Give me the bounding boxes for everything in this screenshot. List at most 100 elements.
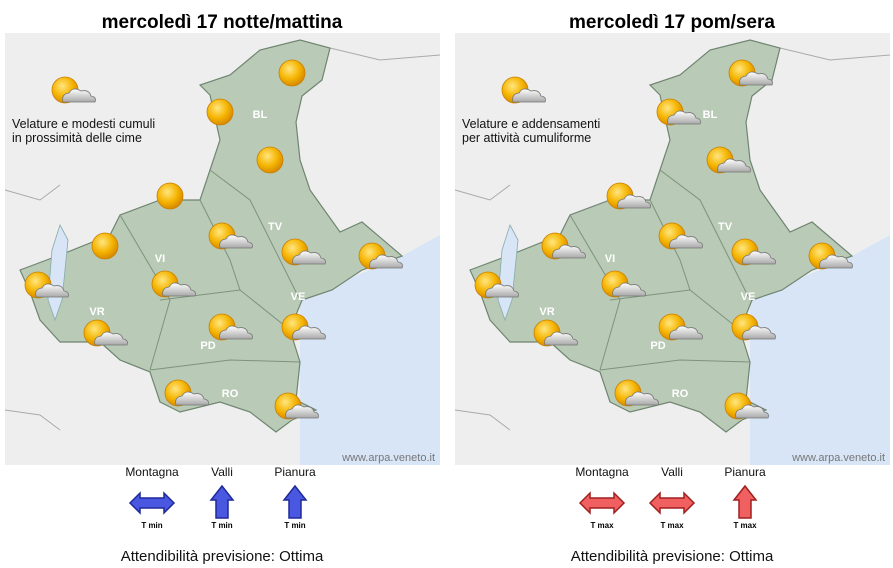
cloud <box>292 325 326 340</box>
sun <box>206 98 234 126</box>
weather-icon <box>208 313 253 341</box>
province-label: PD <box>650 340 665 352</box>
trend-arrow <box>128 491 176 515</box>
trend-label: T min <box>284 521 305 530</box>
province-label: PD <box>200 340 215 352</box>
trend-arrow <box>209 484 235 519</box>
weather-icon <box>658 222 703 250</box>
cloud <box>617 194 651 209</box>
cloud <box>162 282 196 297</box>
credit: www.arpa.veneto.it <box>791 452 885 464</box>
sun <box>256 146 284 174</box>
weather-icon <box>533 319 578 347</box>
cloud <box>742 325 776 340</box>
weather-icon <box>24 271 69 299</box>
cloud <box>512 88 546 103</box>
cloud <box>742 250 776 265</box>
trend-label: T max <box>733 521 757 530</box>
zone-label: Pianura <box>724 465 766 479</box>
province-label: RO <box>222 388 239 400</box>
weather-icon <box>614 379 659 407</box>
weather-icon <box>601 270 646 298</box>
forecast-panel: mercoledì 17 notte/mattina Velature e mod… <box>4 12 441 565</box>
weather-icon <box>274 392 319 420</box>
trend-arrow <box>578 491 626 515</box>
weather-icon <box>731 313 776 341</box>
zone-label: Pianura <box>274 465 316 479</box>
province-border <box>209 169 301 301</box>
trend-label: T min <box>211 521 232 530</box>
province-border <box>599 359 751 371</box>
reliability: Attendibilità previsione: Ottima <box>571 548 774 565</box>
province-border <box>569 214 621 371</box>
weather-icon <box>83 319 128 347</box>
cloud <box>735 404 769 419</box>
province-label: VR <box>89 306 104 318</box>
country-border <box>4 47 441 431</box>
weather-icon <box>358 242 403 270</box>
weather-icon <box>606 182 651 210</box>
province-label: VR <box>539 306 554 318</box>
reliability: Attendibilità previsione: Ottima <box>121 548 324 565</box>
cloud <box>669 234 703 249</box>
cloud <box>62 88 96 103</box>
province-label: TV <box>718 221 733 233</box>
sea <box>300 235 440 465</box>
sun <box>91 232 119 260</box>
country-border <box>454 47 891 431</box>
sun <box>278 59 306 87</box>
province-border <box>119 214 171 371</box>
weather-icon <box>731 238 776 266</box>
cloud <box>544 331 578 346</box>
province-border <box>649 199 691 291</box>
province-label: BL <box>253 109 268 121</box>
weather-icon <box>156 182 184 210</box>
trend-label: T min <box>141 521 162 530</box>
forecast-note: Velature e addensamenti <box>462 117 600 131</box>
weather-icon <box>658 313 703 341</box>
trend-arrow <box>732 484 758 519</box>
cloud <box>485 283 519 298</box>
cloud <box>717 158 751 173</box>
panel-title: mercoledì 17 notte/mattina <box>102 12 343 33</box>
weather-icon <box>281 313 326 341</box>
weather-icon <box>256 146 284 174</box>
trend-arrow <box>648 491 696 515</box>
cloud <box>667 110 701 125</box>
weather-icon <box>164 379 209 407</box>
panel-title: mercoledì 17 pom/sera <box>569 12 775 33</box>
cloud <box>669 325 703 340</box>
cloud <box>292 250 326 265</box>
province-label: BL <box>703 109 718 121</box>
trend-arrow <box>282 484 308 519</box>
sea <box>750 235 890 465</box>
cloud <box>94 331 128 346</box>
province-label: VE <box>741 291 756 303</box>
weather-icon <box>206 98 234 126</box>
forecast-panel: mercoledì 17 pom/sera Velature e addensam… <box>454 12 891 565</box>
weather-icon <box>501 76 546 104</box>
weather-icon <box>808 242 853 270</box>
province-label: VI <box>155 253 165 265</box>
cloud <box>219 234 253 249</box>
trend-label: T max <box>590 521 614 530</box>
province-border <box>199 199 241 291</box>
weather-icon <box>208 222 253 250</box>
cloud <box>285 404 319 419</box>
cloud <box>819 254 853 269</box>
province-border <box>659 169 751 301</box>
cloud <box>219 325 253 340</box>
weather-icon <box>474 271 519 299</box>
weather-icon <box>541 232 586 260</box>
forecast-note: Velature e modesti cumuli <box>12 117 155 131</box>
weather-icon <box>281 238 326 266</box>
province-border <box>149 359 301 371</box>
trend-label: T max <box>660 521 684 530</box>
weather-icon <box>151 270 196 298</box>
sun <box>156 182 184 210</box>
province-label: TV <box>268 221 283 233</box>
cloud <box>35 283 69 298</box>
weather-icon <box>728 59 773 87</box>
province-label: VE <box>291 291 306 303</box>
